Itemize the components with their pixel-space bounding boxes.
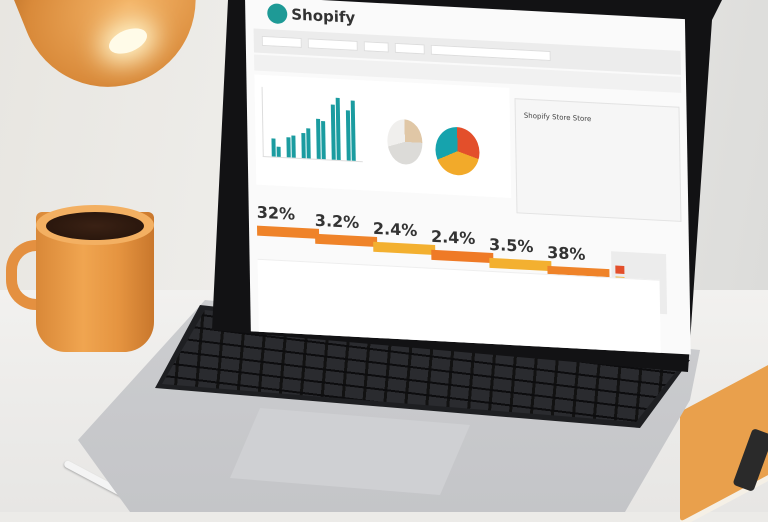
bar bbox=[286, 137, 291, 158]
toolbar-button bbox=[363, 41, 389, 53]
toolbar-button bbox=[261, 35, 302, 48]
kpi-value: 3.2% bbox=[314, 210, 360, 233]
kpi-bar bbox=[489, 257, 552, 272]
store-panel: Shopify Store Store bbox=[514, 98, 682, 222]
toolbar-button bbox=[307, 38, 358, 51]
kpi-bar bbox=[431, 249, 494, 264]
kpi-card: 38% bbox=[546, 237, 610, 280]
legend-swatch bbox=[615, 265, 625, 274]
shopify-bag-icon bbox=[267, 3, 288, 25]
kpi-bar bbox=[373, 241, 436, 256]
bar bbox=[321, 121, 326, 160]
kpi-card: 2.4% bbox=[430, 221, 494, 264]
bar bbox=[306, 128, 311, 159]
kpi-value: 2.4% bbox=[430, 226, 476, 249]
bar bbox=[271, 138, 276, 157]
bar bbox=[291, 135, 296, 158]
kpi-card: 2.4% bbox=[372, 213, 436, 256]
kpi-bar bbox=[256, 225, 320, 239]
kpi-bar bbox=[315, 233, 378, 247]
kpi-card: 3.5% bbox=[488, 229, 552, 272]
kpi-card: 3.2% bbox=[315, 205, 378, 247]
bar-chart bbox=[261, 86, 363, 163]
laptop-screen: Shopify Shopify Store Store 32% 3.2% 2.4% 2… bbox=[245, 0, 691, 355]
toolbar-button bbox=[394, 42, 425, 55]
kpi-value: 38% bbox=[546, 242, 586, 264]
kpi-card: 32% bbox=[256, 197, 320, 239]
bar bbox=[276, 146, 281, 157]
kpi-value: 3.5% bbox=[488, 234, 534, 257]
coffee bbox=[46, 212, 144, 240]
search-field bbox=[430, 44, 551, 62]
kpi-value: 32% bbox=[256, 202, 296, 224]
mug-handle bbox=[6, 240, 56, 310]
bar bbox=[335, 97, 341, 161]
bar bbox=[350, 100, 356, 161]
bar bbox=[301, 132, 306, 159]
brand-name: Shopify bbox=[291, 5, 356, 27]
shopify-logo: Shopify bbox=[267, 3, 355, 28]
kpi-value: 2.4% bbox=[372, 218, 418, 241]
bar bbox=[316, 118, 321, 159]
store-title: Shopify Store Store bbox=[523, 111, 592, 124]
